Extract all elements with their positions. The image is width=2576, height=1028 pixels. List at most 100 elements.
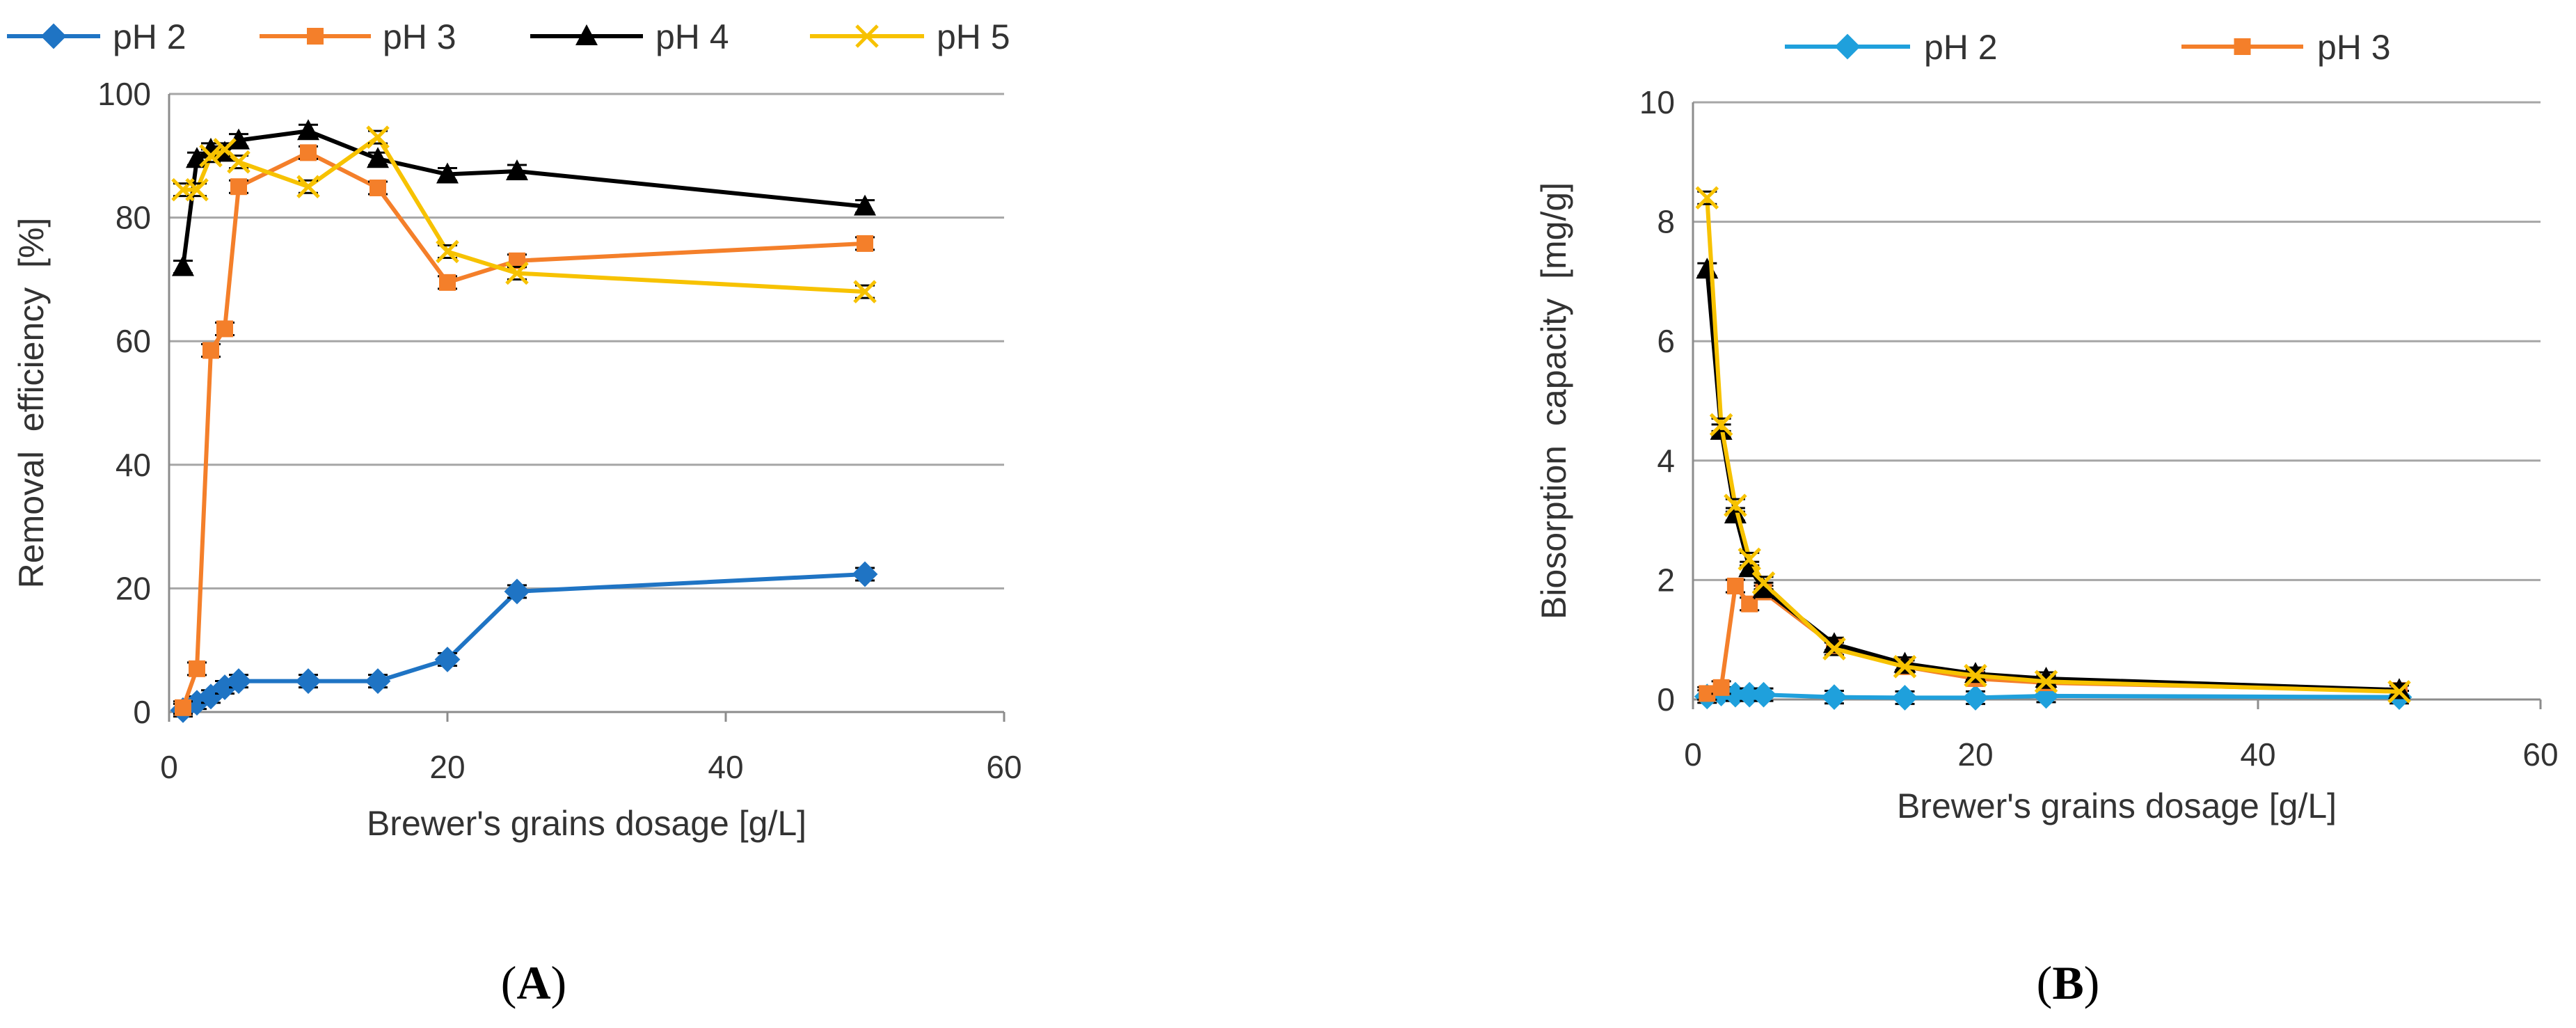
point-ph-3	[189, 660, 205, 677]
point-ph-2	[1962, 685, 1989, 711]
y-tick-label: 6	[1657, 323, 1675, 359]
line-ph-5	[183, 135, 866, 294]
series-ph-4	[1696, 258, 2410, 699]
x-tick-label: 0	[1684, 736, 1702, 773]
point-ph-3	[857, 235, 873, 252]
legend-label: pH 3	[2317, 28, 2391, 67]
x-tick-label: 40	[2240, 736, 2275, 773]
y-tick-label: 80	[116, 200, 151, 236]
panel-label-letter: A	[516, 956, 550, 1009]
point-ph-2	[1892, 685, 1918, 711]
point-ph-5	[853, 280, 877, 303]
panel-label-paren: )	[2084, 956, 2100, 1009]
y-tick-label: 4	[1657, 443, 1675, 479]
point-ph-4	[1696, 258, 1719, 279]
point-ph-3	[216, 320, 233, 338]
line-ph-5	[1705, 198, 2400, 694]
point-ph-5	[1709, 413, 1733, 437]
legend-label: pH 3	[383, 17, 456, 56]
point-ph-5	[366, 125, 390, 149]
y-tick-label: 0	[1657, 681, 1675, 718]
y-tick-label: 20	[116, 570, 151, 606]
legend-marker-ph-3	[307, 28, 324, 45]
point-ph-5	[1751, 571, 1776, 595]
x-axis-title: Brewer's grains dosage [g/L]	[1897, 786, 2337, 825]
legend: pH 2 pH 3	[1785, 28, 2391, 67]
point-ph-3	[202, 342, 219, 359]
point-ph-5	[1964, 663, 1987, 688]
legend-item-ph-5: pH 5	[810, 17, 1010, 56]
point-ph-5	[1724, 493, 1747, 517]
x-tick-label: 60	[2522, 736, 2558, 773]
panel-label-paren: (	[2037, 956, 2053, 1009]
legend-item-ph-4: pH 4	[530, 17, 729, 56]
point-ph-5	[1822, 637, 1846, 661]
y-axis-title: Removal efficiency [%]	[12, 218, 51, 589]
series-ph-5	[1695, 186, 2411, 704]
series-ph-2	[170, 561, 878, 723]
point-ph-2	[504, 578, 530, 605]
x-tick-label: 20	[429, 749, 465, 785]
point-ph-2	[1821, 684, 1847, 710]
point-ph-5	[1695, 186, 1719, 210]
legend-item-ph-3: pH 3	[2181, 28, 2391, 67]
legend-item-ph-3: pH 3	[260, 17, 456, 56]
point-ph-4	[172, 255, 194, 276]
x-axis-title: Brewer's grains dosage [g/L]	[367, 804, 806, 843]
point-ph-5	[2387, 680, 2411, 704]
point-ph-5	[199, 144, 223, 168]
legend-marker-ph-5	[855, 24, 879, 48]
series-ph-3	[173, 144, 875, 716]
legend-label: pH 4	[655, 17, 729, 56]
point-ph-5	[1738, 547, 1761, 571]
x-tick-label: 0	[160, 749, 178, 785]
point-ph-2	[225, 668, 252, 695]
panel-label-paren: )	[551, 956, 567, 1009]
point-ph-5	[2034, 670, 2058, 694]
series-ph-5	[171, 125, 877, 303]
panel-label-letter: B	[2052, 956, 2083, 1009]
point-ph-5	[505, 261, 529, 285]
point-ph-3	[369, 179, 386, 196]
point-ph-2	[852, 561, 878, 587]
y-tick-label: 8	[1657, 204, 1675, 240]
y-tick-label: 2	[1657, 562, 1675, 598]
legend-label: pH 2	[1924, 28, 1998, 67]
point-ph-5	[296, 175, 320, 198]
point-ph-4	[2388, 678, 2410, 699]
point-ph-2	[1751, 681, 1776, 708]
y-tick-label: 60	[116, 323, 151, 359]
point-ph-3	[1712, 679, 1730, 696]
point-ph-4	[297, 119, 319, 141]
x-tick-label: 60	[986, 749, 1021, 785]
legend-label: pH 2	[113, 17, 186, 56]
x-tick-label: 20	[1957, 736, 1993, 773]
point-ph-4	[854, 194, 876, 216]
y-tick-label: 40	[116, 447, 151, 483]
line-ph-3	[181, 150, 866, 709]
legend: pH 2 pH 3 pH 4 pH 5	[7, 17, 1010, 56]
chart-panel-b: 0 2 4 6 8 10 0 20 40 60 Brewer's grains dosage [g/…	[1534, 28, 2559, 1009]
legend-marker-ph-3	[2234, 38, 2251, 55]
chart-panel-a: 0 20 40 60 80 100 0 20 40 60 Brewer's grains dosag…	[7, 17, 1022, 1009]
point-ph-5	[227, 150, 251, 174]
point-ph-3	[230, 178, 247, 196]
point-ph-3	[1726, 577, 1744, 594]
point-ph-4	[1752, 577, 1775, 599]
point-ph-5	[1893, 655, 1917, 679]
point-ph-2	[365, 668, 391, 695]
x-tick-label: 40	[708, 749, 743, 785]
panel-label-paren: (	[501, 956, 517, 1009]
point-ph-5	[185, 177, 209, 202]
legend-item-ph-2: pH 2	[7, 17, 186, 56]
y-axis-title: Biosorption capacity [mg/g]	[1534, 182, 1573, 619]
panel-label: (B)	[2037, 956, 2100, 1009]
point-ph-2	[434, 647, 461, 672]
point-ph-4	[367, 147, 389, 168]
point-ph-3	[175, 699, 191, 716]
legend-marker-ph-2	[1834, 33, 1861, 60]
point-ph-4	[436, 162, 459, 184]
y-tick-label: 100	[97, 76, 151, 112]
legend-marker-ph-4	[575, 24, 598, 45]
